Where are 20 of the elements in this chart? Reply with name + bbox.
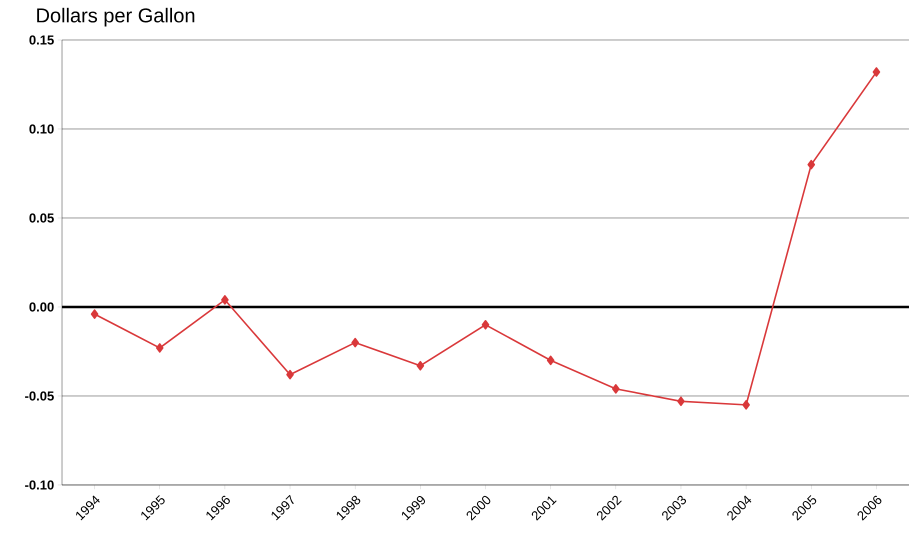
point [221, 295, 229, 305]
point [872, 67, 880, 77]
point [546, 356, 554, 366]
y-tick-label: -0.10 [25, 480, 54, 490]
y-tick-label: 0.00 [29, 302, 54, 312]
y-tick-label: -0.05 [25, 391, 54, 401]
y-tick-label: 0.15 [29, 35, 54, 45]
point [156, 343, 164, 353]
y-tick-label: 0.05 [29, 213, 54, 223]
point [742, 400, 750, 410]
point [612, 384, 620, 394]
point [482, 320, 490, 330]
point [351, 338, 359, 348]
point [286, 370, 294, 380]
point [807, 160, 816, 170]
point [677, 396, 685, 406]
point [416, 360, 424, 371]
y-axis-title: Dollars per Gallon [37, 8, 194, 26]
point [90, 309, 98, 319]
y-tick-label: 0.10 [29, 124, 54, 134]
